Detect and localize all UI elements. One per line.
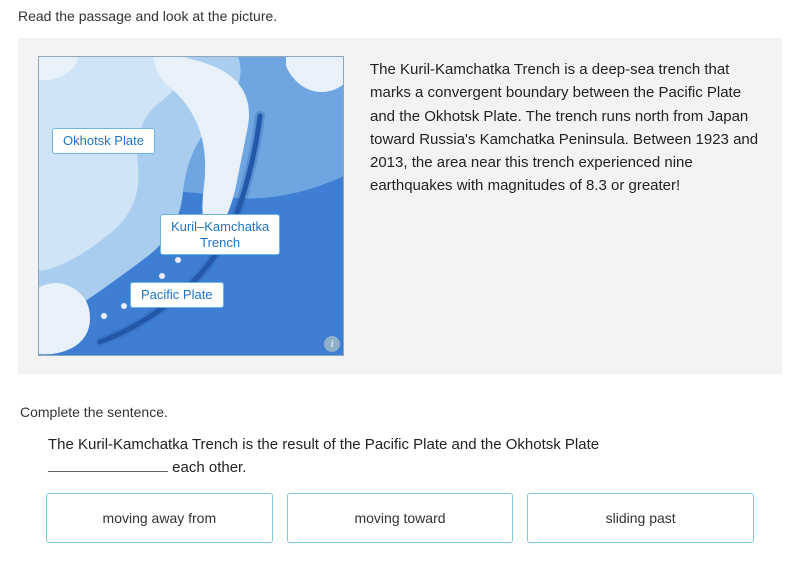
sentence-post: each other. <box>168 459 246 476</box>
sentence-pre: The Kuril-Kamchatka Trench is the result… <box>48 436 599 453</box>
map-label-trench: Kuril–Kamchatka Trench <box>160 214 280 255</box>
info-icon[interactable]: i <box>324 336 340 352</box>
map-figure: Okhotsk Plate Kuril–Kamchatka Trench Pac… <box>38 56 344 356</box>
options-row: moving away from moving toward sliding p… <box>46 493 754 543</box>
map-label-okhotsk: Okhotsk Plate <box>52 128 155 154</box>
option-moving-toward[interactable]: moving toward <box>287 493 514 543</box>
map-label-pacific: Pacific Plate <box>130 282 224 308</box>
content-panel: Okhotsk Plate Kuril–Kamchatka Trench Pac… <box>18 38 782 374</box>
option-moving-away[interactable]: moving away from <box>46 493 273 543</box>
prompt-text: Complete the sentence. <box>20 404 782 420</box>
sentence-blank <box>48 457 168 472</box>
map-svg <box>38 56 344 356</box>
option-sliding-past[interactable]: sliding past <box>527 493 754 543</box>
instruction-text: Read the passage and look at the picture… <box>18 8 782 24</box>
map-label-trench-line1: Kuril–Kamchatka <box>171 219 269 234</box>
map-label-trench-line2: Trench <box>200 235 240 250</box>
passage-text: The Kuril-Kamchatka Trench is a deep-sea… <box>370 56 762 356</box>
fill-sentence: The Kuril-Kamchatka Trench is the result… <box>48 434 782 479</box>
